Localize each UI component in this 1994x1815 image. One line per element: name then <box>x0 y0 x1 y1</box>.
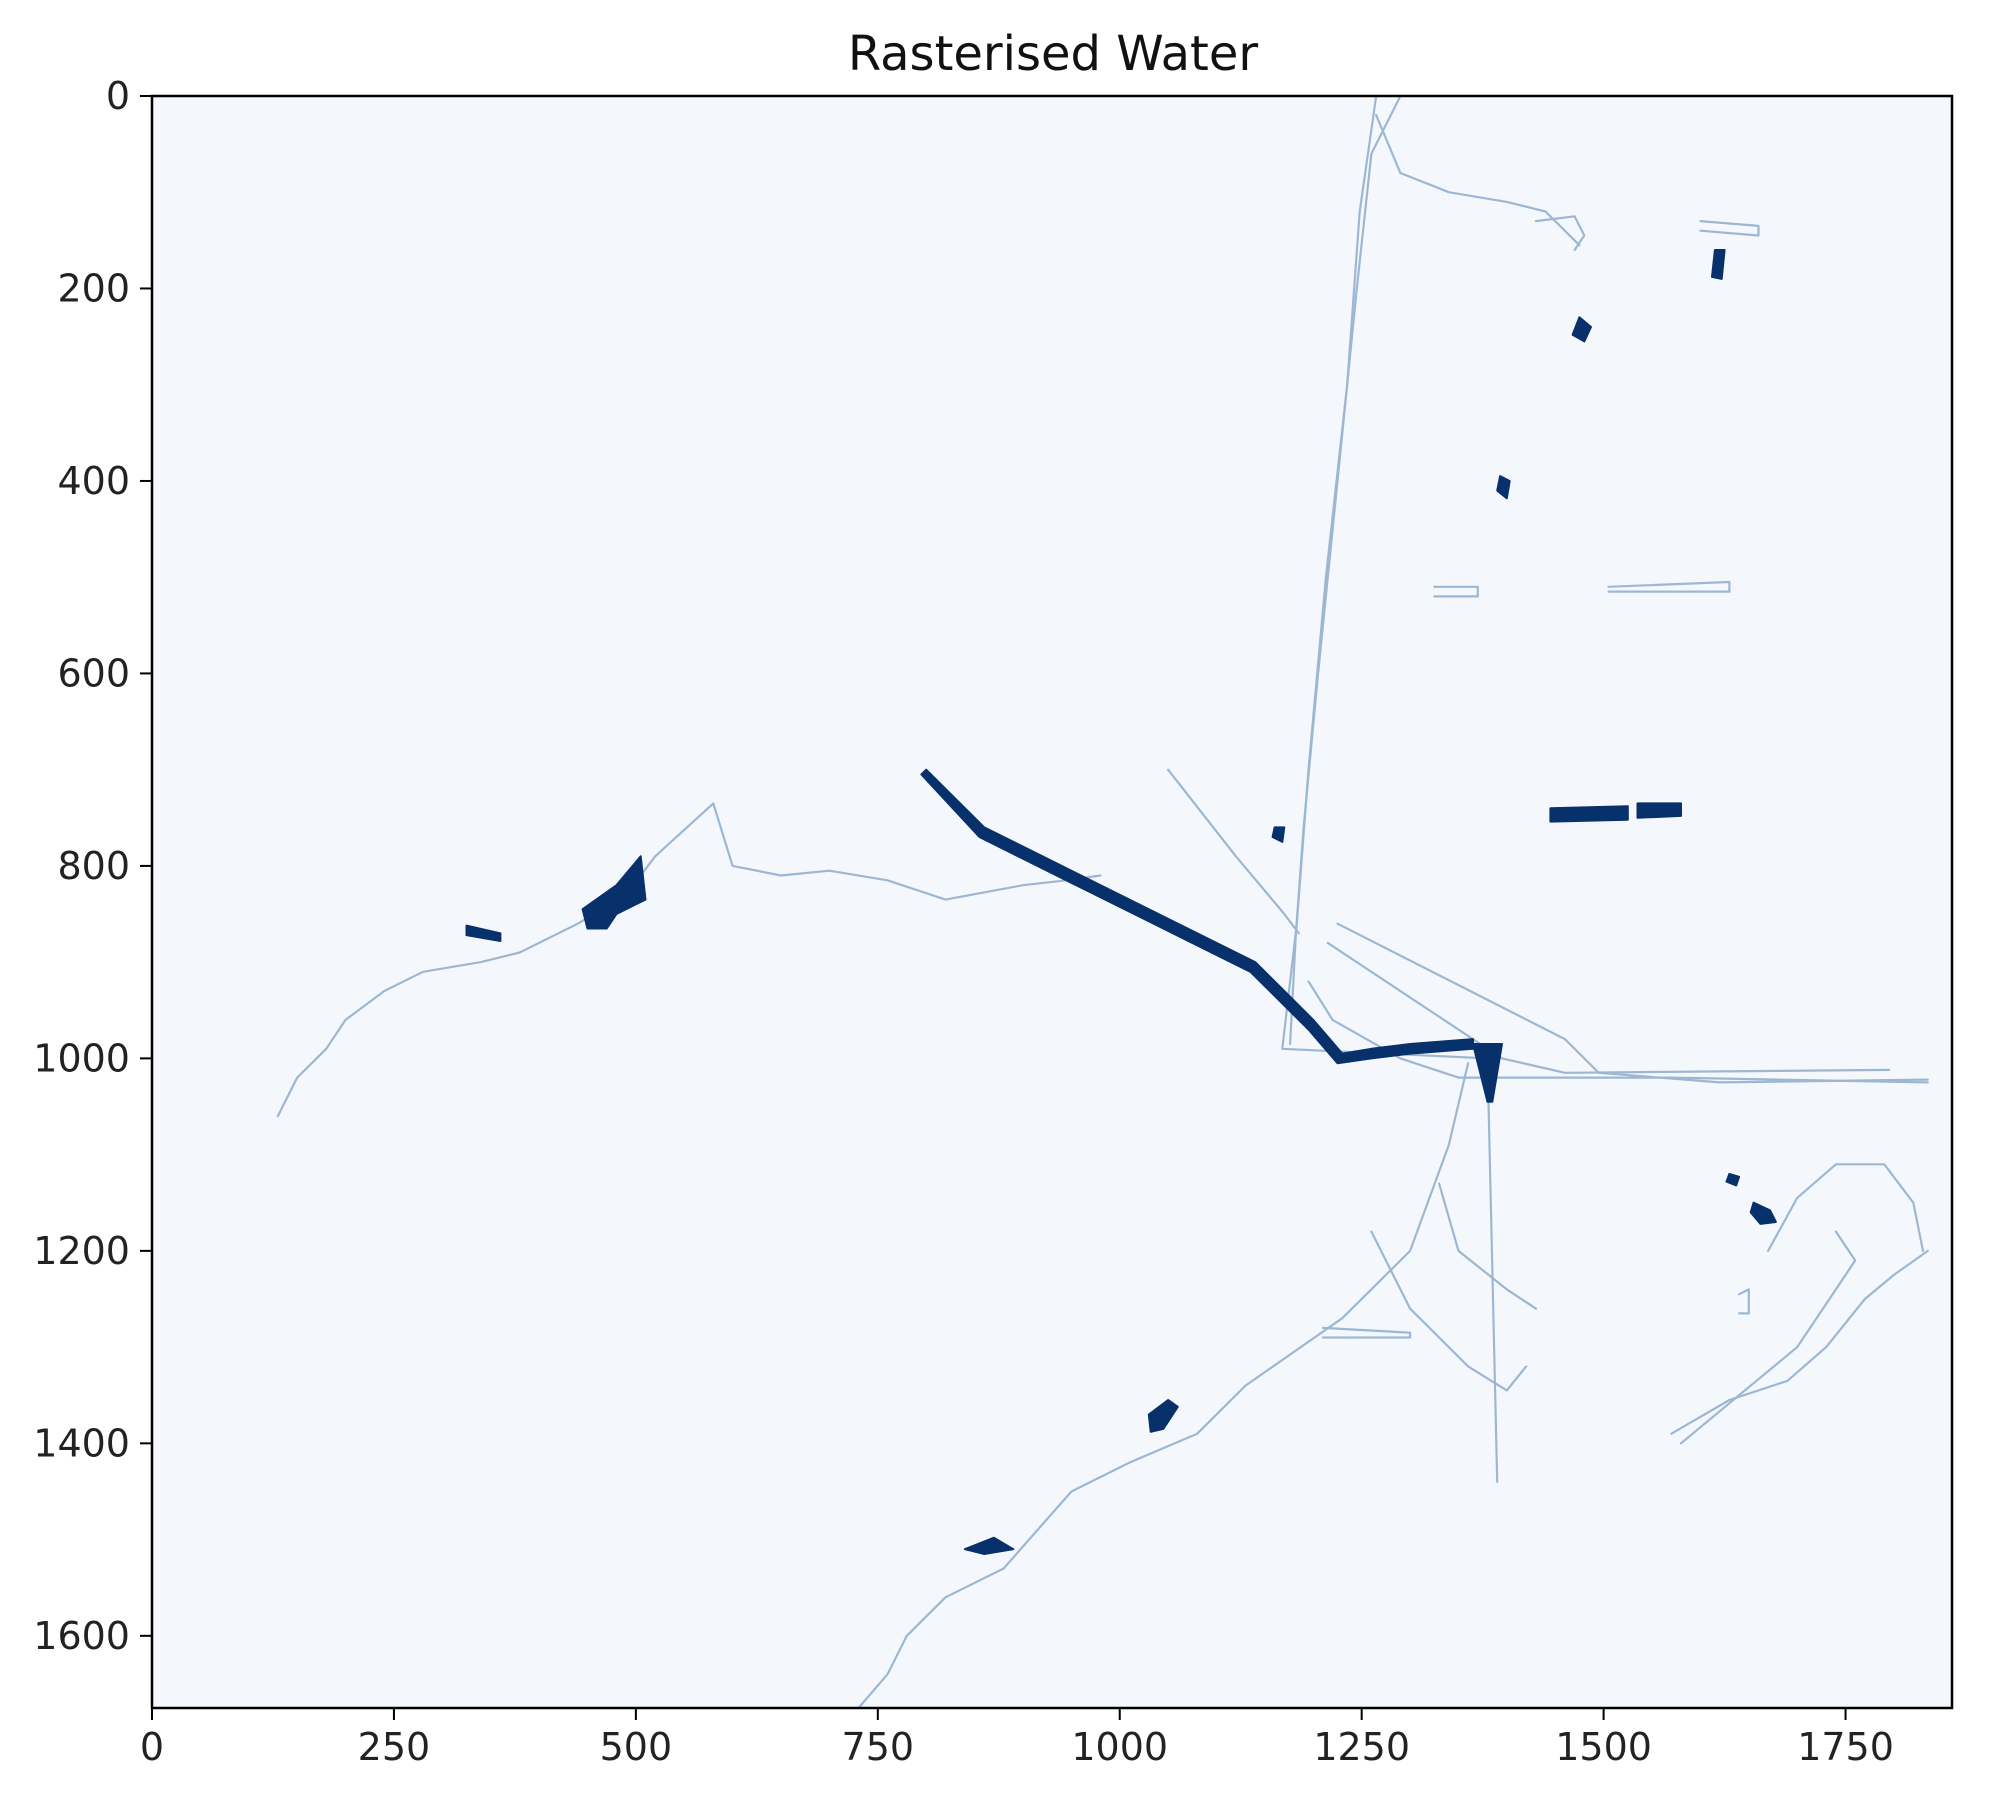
x-tick-label-1750: 1750 <box>1797 1725 1894 1769</box>
x-tick-label-0: 0 <box>140 1725 164 1769</box>
water-region-triangle <box>1472 1043 1503 1103</box>
water-region-pond-8 <box>1711 249 1726 280</box>
water-line-13 <box>1433 585 1479 598</box>
water-region-pond-4 <box>963 1536 1015 1555</box>
water-region-pond-5 <box>1749 1201 1777 1225</box>
water-line-21 <box>1437 1182 1538 1310</box>
water-line-15 <box>1534 215 1586 252</box>
water-line-10 <box>1166 768 1300 935</box>
y-axis: 0 200 400 600 800 1000 1200 1400 1600 <box>33 74 152 1658</box>
raster-background <box>152 96 1952 1708</box>
y-tick-label-1200: 1200 <box>33 1229 130 1273</box>
water-region-pond-1 <box>1571 316 1592 343</box>
x-tick-label-1000: 1000 <box>1071 1725 1168 1769</box>
y-tick-label-1000: 1000 <box>33 1036 130 1080</box>
water-line-8 <box>1002 1062 1470 1570</box>
water-line-4 <box>1307 980 1929 1084</box>
water-region-pond-2 <box>1496 475 1511 500</box>
x-tick-label-1500: 1500 <box>1555 1725 1652 1769</box>
water-line-16 <box>1699 220 1760 237</box>
plot-area <box>150 94 1954 1710</box>
x-tick-label-1250: 1250 <box>1313 1725 1410 1769</box>
y-tick-label-1600: 1600 <box>33 1614 130 1658</box>
water-region-bar-2 <box>1636 802 1682 819</box>
water-region-lake-west-2 <box>465 924 502 942</box>
y-tick-label-0: 0 <box>106 74 130 118</box>
water-line-11 <box>1321 1326 1412 1339</box>
water-region-bar-1 <box>1549 805 1629 823</box>
y-tick-label-600: 600 <box>57 651 130 695</box>
water-line-20 <box>1670 1249 1929 1435</box>
water-line-6 <box>1679 1230 1857 1445</box>
water-line-5 <box>1370 1230 1528 1392</box>
x-tick-label-750: 750 <box>842 1725 915 1769</box>
water-line-17 <box>1375 114 1581 247</box>
water-line-3 <box>1326 941 1891 1074</box>
water-region-lake-west <box>581 855 647 930</box>
plot-frame <box>150 94 1954 1710</box>
y-tick-label-200: 200 <box>57 266 130 310</box>
y-tick-label-800: 800 <box>57 844 130 888</box>
water-line-14 <box>1607 580 1731 593</box>
chart-title: Rasterised Water <box>848 26 1259 82</box>
water-line-9 <box>857 1567 1005 1710</box>
water-region-river <box>920 768 1474 1065</box>
water-line-19 <box>712 802 1102 901</box>
water-region-pond-7 <box>1271 826 1286 843</box>
water-line-12 <box>1737 1288 1750 1315</box>
water-line-7 <box>1766 1163 1925 1253</box>
y-tick-label-400: 400 <box>57 459 130 503</box>
x-axis: 0 250 500 750 1000 1250 1500 1750 <box>140 1708 1894 1769</box>
water-region-pond-6 <box>1725 1172 1741 1187</box>
x-tick-label-500: 500 <box>600 1725 673 1769</box>
x-tick-label-250: 250 <box>358 1725 431 1769</box>
y-tick-label-1400: 1400 <box>33 1421 130 1465</box>
water-region-pond-3 <box>1147 1399 1179 1433</box>
water-line-1 <box>1288 94 1402 1046</box>
